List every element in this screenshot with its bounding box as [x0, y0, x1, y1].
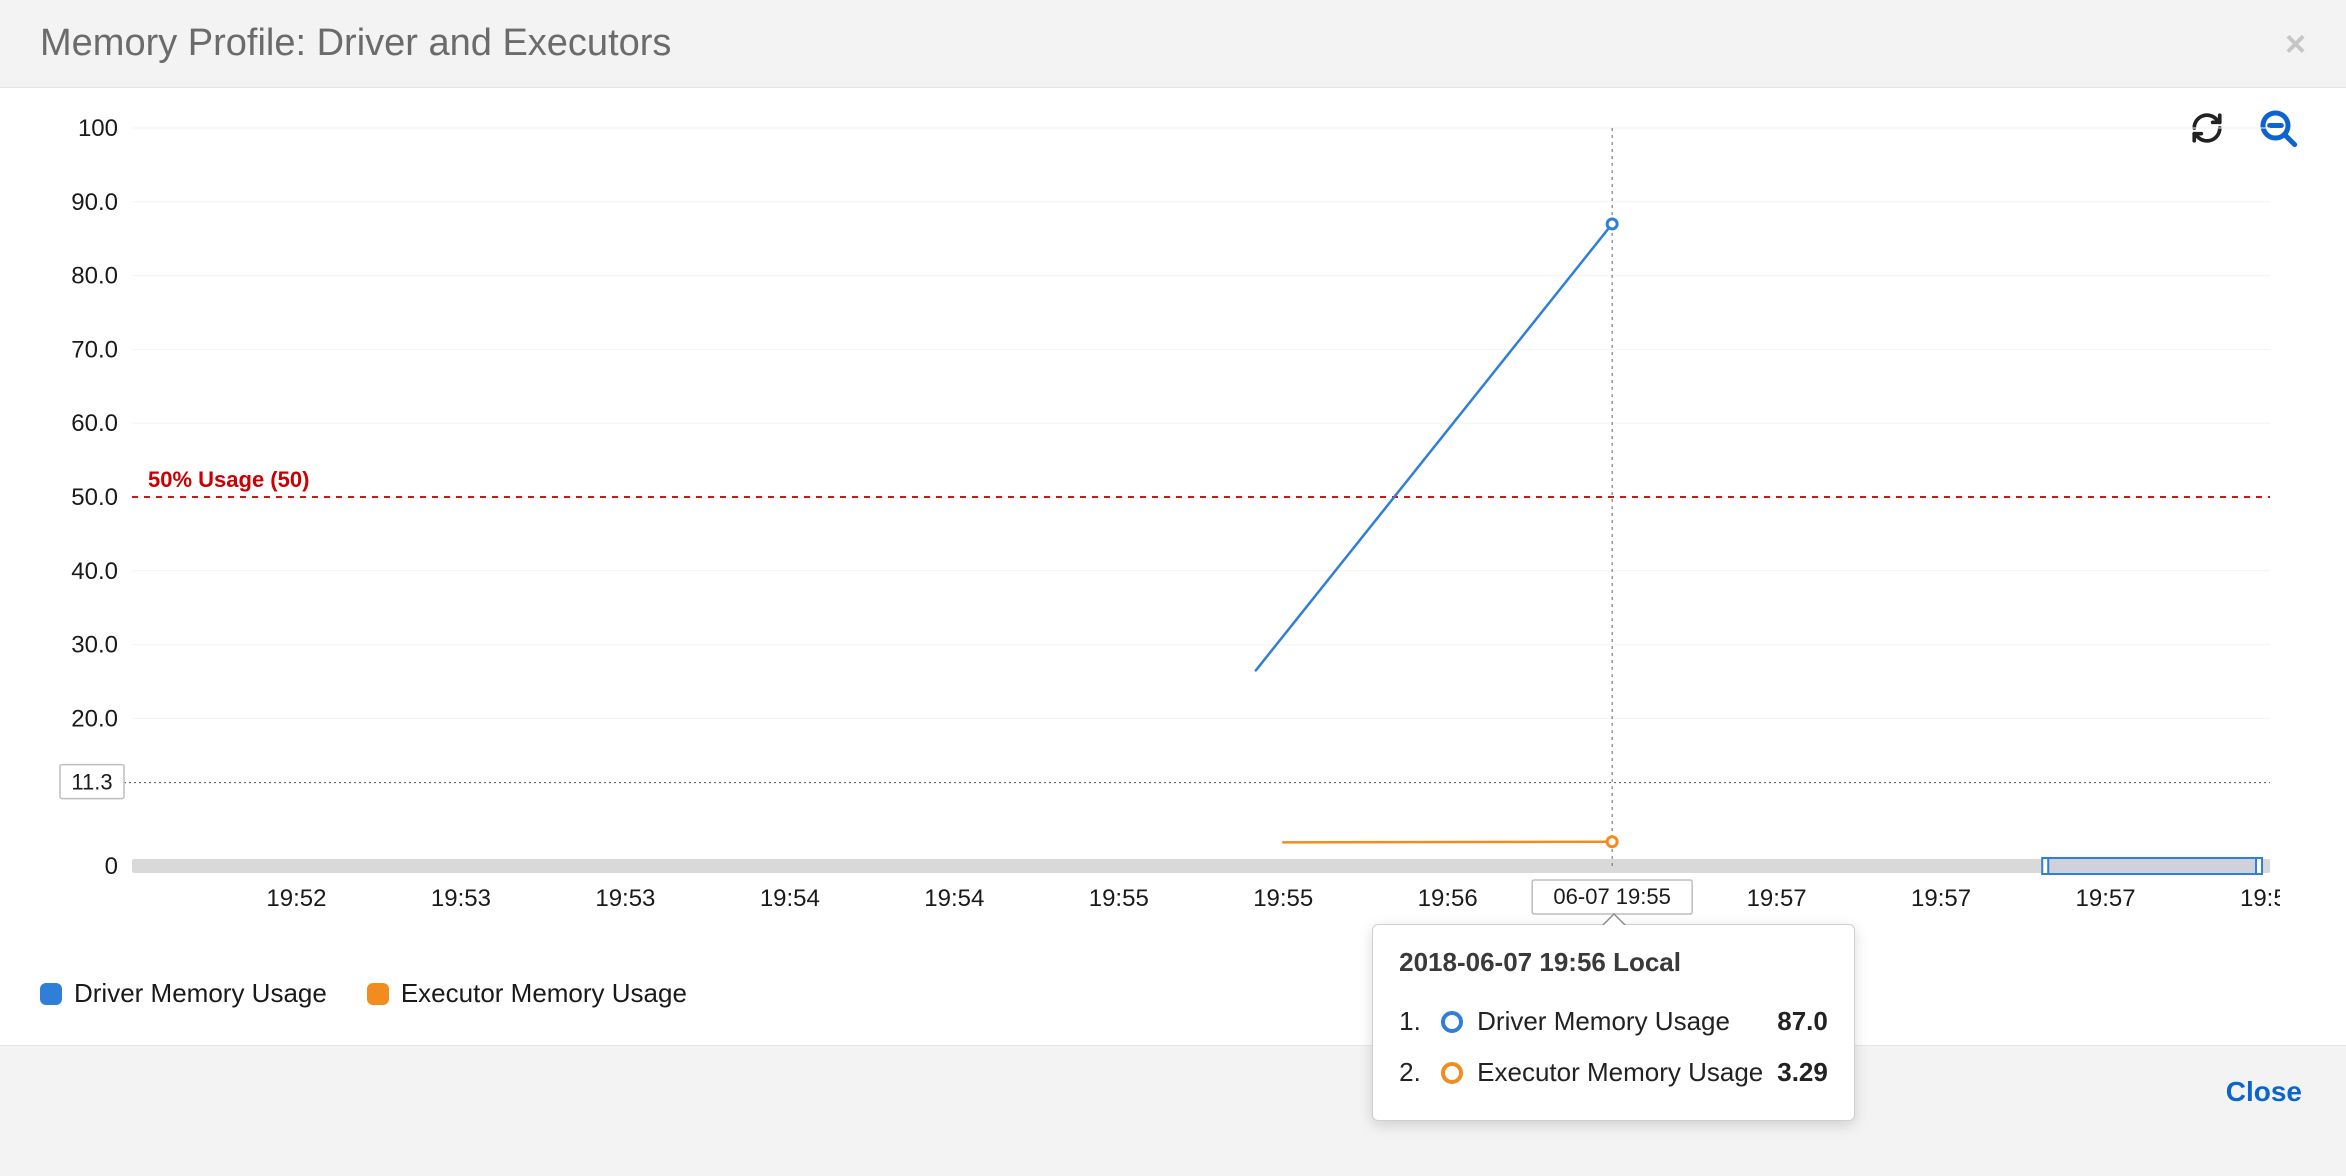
y-tick-label: 60.0 [71, 410, 118, 437]
x-tick-label: 19:57 [2076, 885, 2136, 912]
svg-text:11.3: 11.3 [71, 770, 112, 795]
x-tick-label: 19:55 [1253, 885, 1313, 912]
y-tick-label: 90.0 [71, 189, 118, 216]
series-ring-icon [1441, 1062, 1463, 1084]
legend-swatch [40, 983, 62, 1005]
x-tick-label: 19:55 [1089, 885, 1149, 912]
tooltip-series-value: 87.0 [1777, 1006, 1828, 1037]
x-crosshair-badge: 06-07 19:55 [1532, 880, 1692, 914]
chart[interactable]: 0 20.0 30.0 40.0 50.0 60.0 70.0 80.0 90.0 100 19:5… [40, 118, 2306, 948]
tooltip-index: 2. [1399, 1057, 1427, 1088]
x-tick-label: 19:53 [431, 885, 491, 912]
y-tick-label: 0 [105, 853, 118, 880]
y-tick-label: 80.0 [71, 263, 118, 290]
tooltip-series-value: 3.29 [1777, 1057, 1828, 1088]
x-tick-label: 19:54 [924, 885, 984, 912]
y-tick-label: 30.0 [71, 632, 118, 659]
modal-header: Memory Profile: Driver and Executors × [0, 0, 2346, 88]
x-tick-label: 19:56 [1418, 885, 1478, 912]
tooltip-series-name: Executor Memory Usage [1477, 1057, 1763, 1088]
chart-tooltip: 2018-06-07 19:56 Local 1. Driver Memory U… [1372, 924, 1855, 1121]
legend-item[interactable]: Executor Memory Usage [367, 978, 687, 1009]
series-ring-icon [1441, 1011, 1463, 1033]
tooltip-row: 2. Executor Memory Usage 3.29 [1399, 1047, 1828, 1098]
tooltip-row: 1. Driver Memory Usage 87.0 [1399, 996, 1828, 1047]
legend-label: Executor Memory Usage [401, 978, 687, 1009]
x-tick-label: 19:57 [1747, 885, 1807, 912]
x-tick-label: 19:54 [760, 885, 820, 912]
chart-svg[interactable]: 0 20.0 30.0 40.0 50.0 60.0 70.0 80.0 90.0 100 19:5… [40, 118, 2280, 938]
modal-footer: Close [0, 1046, 2346, 1138]
tooltip-series-name: Driver Memory Usage [1477, 1006, 1763, 1037]
x-tick-label: 19:53 [595, 885, 655, 912]
tooltip-index: 1. [1399, 1006, 1427, 1037]
legend-item[interactable]: Driver Memory Usage [40, 978, 327, 1009]
tooltip-title: 2018-06-07 19:56 Local [1399, 947, 1828, 978]
legend-swatch [367, 983, 389, 1005]
y-crosshair-badge: 11.3 [60, 765, 124, 799]
x-tick-label: 19:58 [2240, 885, 2280, 912]
legend: Driver Memory Usage Executor Memory Usage [40, 978, 2306, 1009]
legend-label: Driver Memory Usage [74, 978, 327, 1009]
chart-panel: 0 20.0 30.0 40.0 50.0 60.0 70.0 80.0 90.0 100 19:5… [0, 88, 2346, 1046]
threshold-label: 50% Usage (50) [148, 467, 309, 492]
svg-text:06-07 19:55: 06-07 19:55 [1553, 884, 1670, 909]
y-tick-label: 70.0 [71, 336, 118, 363]
close-icon[interactable]: × [2285, 26, 2306, 62]
y-tick-label: 40.0 [71, 558, 118, 585]
y-tick-label: 100 [78, 118, 118, 142]
y-tick-label: 20.0 [71, 705, 118, 732]
x-tick-label: 19:52 [266, 885, 326, 912]
modal-title: Memory Profile: Driver and Executors [40, 22, 671, 65]
y-tick-label: 50.0 [71, 484, 118, 511]
x-tick-label: 19:57 [1911, 885, 1971, 912]
close-button[interactable]: Close [2226, 1076, 2302, 1108]
